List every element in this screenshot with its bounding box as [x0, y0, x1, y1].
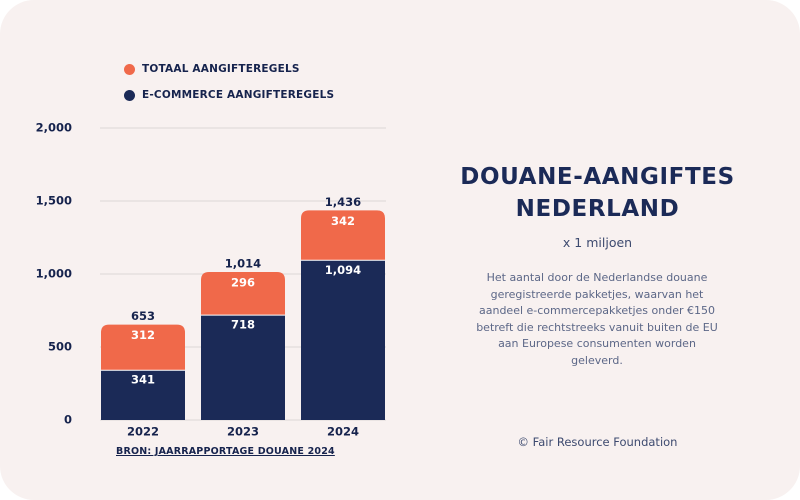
data-label-total-segment: 342: [331, 214, 355, 228]
data-label-total-segment: 312: [131, 328, 155, 342]
panel-title-line-2: NEDERLAND: [515, 196, 680, 222]
data-label-ecommerce-segment: 1,094: [325, 263, 361, 277]
bar-segment-ecommerce: [201, 315, 285, 420]
data-label-total-segment: 296: [231, 275, 255, 289]
data-label-ecommerce-segment: 341: [131, 373, 155, 387]
legend-swatch-total: [124, 63, 135, 75]
panel-title: DOUANE-AANGIFTES NEDERLAND: [410, 161, 785, 225]
data-label-total: 653: [131, 309, 155, 323]
y-tick-label: 2,000: [36, 121, 72, 135]
bar-segment-ecommerce: [301, 260, 385, 420]
legend-label-total: TOTAAL AANGIFTEREGELS: [142, 63, 300, 75]
bar-segment-total: [301, 210, 385, 261]
x-tick-label: 2023: [227, 425, 259, 439]
panel-title-line-1: DOUANE-AANGIFTES: [460, 164, 735, 190]
data-label-total: 1,014: [225, 256, 261, 270]
data-label-total: 1,436: [325, 195, 361, 209]
panel-credit: © Fair Resource Foundation: [517, 435, 678, 449]
bar-segment-total: [201, 271, 285, 316]
y-tick-label: 1,000: [36, 267, 72, 281]
panel-unit: x 1 miljoen: [562, 235, 633, 250]
panel-description: Het aantal door de Nederlandse douane ge…: [476, 271, 718, 367]
legend: TOTAAL AANGIFTEREGELS E-COMMERCE AANGIFT…: [124, 56, 334, 108]
legend-item-total: TOTAAL AANGIFTEREGELS: [124, 56, 334, 82]
legend-label-ecommerce: E-COMMERCE AANGIFTEREGELS: [142, 89, 335, 101]
legend-swatch-ecommerce: [124, 89, 135, 101]
x-tick-label: 2022: [127, 425, 159, 439]
y-tick-label: 500: [48, 340, 72, 354]
bar-segment-total: [101, 324, 185, 371]
y-tick-label: 0: [64, 413, 72, 427]
data-label-ecommerce-segment: 718: [231, 318, 255, 332]
source-note: BRON: JAARRAPPORTAGE DOUANE 2024: [116, 446, 335, 457]
y-tick-label: 1,500: [36, 194, 72, 208]
bar-segment-ecommerce: [101, 370, 185, 420]
x-tick-label: 2024: [327, 425, 359, 439]
legend-item-ecommerce: E-COMMERCE AANGIFTEREGELS: [124, 82, 334, 108]
